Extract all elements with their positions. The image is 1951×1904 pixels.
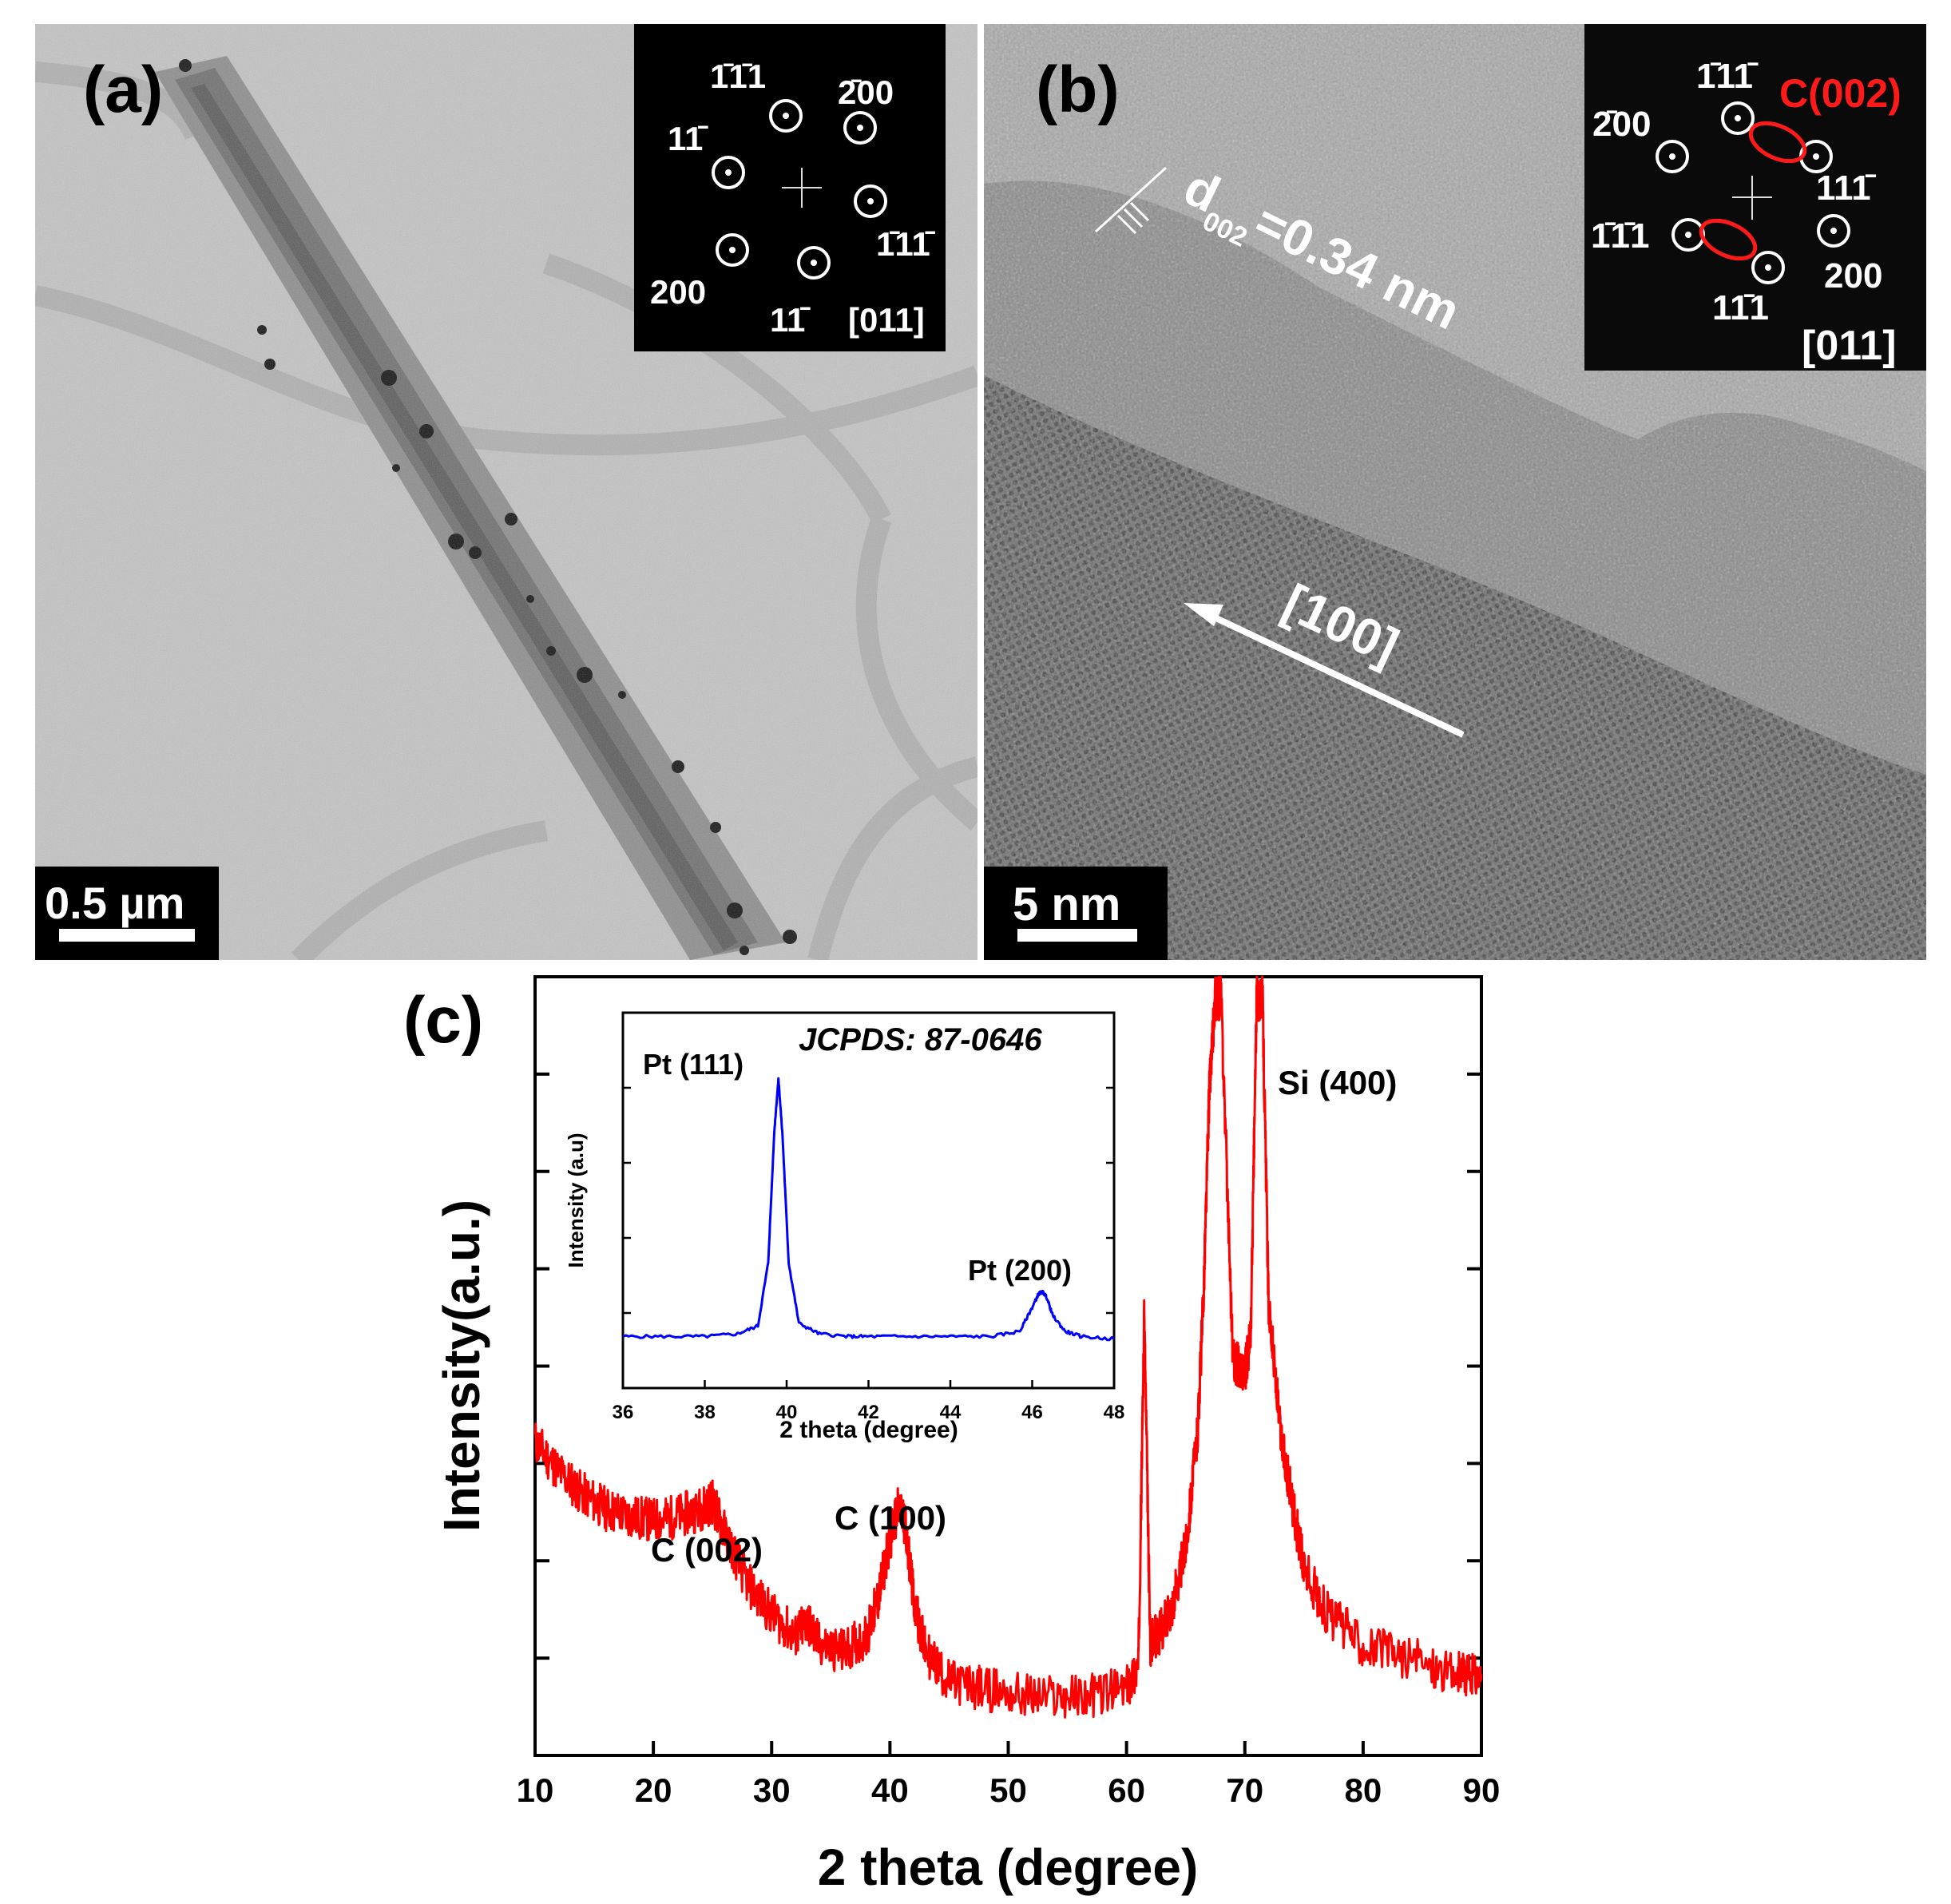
- annotation-c-100: C (100): [835, 1499, 946, 1537]
- panel-b-hrtem-image: (b) d 002 =0.34 nm [100] 5 nm: [984, 24, 1926, 960]
- x-tick-label: 36: [613, 1402, 634, 1423]
- annotation-pt-200: Pt (200): [968, 1254, 1072, 1287]
- main-x-ticks: [533, 1741, 1483, 1755]
- fft-inset-a: 1̄1̄1 2̄00 11̄ 1̄11̄ 200 11̄ [011]: [634, 24, 946, 351]
- d-spacing-marker: [1094, 166, 1168, 235]
- inset-xrd-series: [622, 1077, 1115, 1342]
- spot-label: 11̄: [668, 120, 708, 157]
- scale-bar: [59, 929, 195, 942]
- x-tick-label: 70: [1226, 1771, 1263, 1809]
- x-tick-label: 40: [871, 1771, 909, 1809]
- scale-bar-label: 5 nm: [1013, 879, 1120, 930]
- main-x-tick-labels: 10 20 30 40 50 60 70 80 90: [517, 1771, 1501, 1809]
- spot-circles: [1656, 101, 1850, 284]
- diffraction-spots: [725, 113, 874, 266]
- annotation-pt-111: Pt (111): [643, 1048, 744, 1081]
- x-tick-label: 44: [940, 1402, 962, 1423]
- spot-label: 2̄00: [1592, 105, 1651, 144]
- spot-label: 1̄11̄: [1696, 57, 1759, 96]
- panel-c-xrd-chart: (c) 10 20 30 40 50 60 70 80 90 2 theta (degree) …: [403, 975, 1501, 1896]
- carbon-002-label: C(002): [1779, 71, 1901, 116]
- fft-center-glow: [1732, 176, 1772, 220]
- fft-inset-b: 1̄11̄ C(002) 2̄00 111̄ 1̄1̄1 200 11̄1 [0…: [1584, 24, 1926, 371]
- spot-label: 2̄00: [838, 73, 894, 111]
- inset-x-tick-labels: 36 38 40 42 44 46 48: [613, 1402, 1125, 1423]
- x-tick-label: 48: [1104, 1402, 1125, 1423]
- x-tick-label: 90: [1463, 1771, 1501, 1809]
- spot-label: 11̄1: [1712, 288, 1769, 327]
- spot-label: 1̄11̄: [876, 225, 936, 263]
- carbon-002-rings: [1699, 121, 1807, 261]
- x-tick-label: 50: [989, 1771, 1027, 1809]
- x-tick-label: 46: [1021, 1402, 1043, 1423]
- x-tick-label: 30: [753, 1771, 791, 1809]
- spot-label: 200: [1824, 256, 1882, 296]
- panel-c-label: (c): [403, 984, 483, 1057]
- zone-axis-label: [011]: [848, 301, 925, 339]
- x-tick-label: 80: [1345, 1771, 1382, 1809]
- inset-x-axis-label: 2 theta (degree): [779, 1417, 958, 1443]
- scale-bar-box: [35, 867, 219, 960]
- inset-y-ticks: [623, 1086, 1114, 1315]
- annotation-si-400: Si (400): [1278, 1064, 1397, 1101]
- x-tick-label: 20: [635, 1771, 672, 1809]
- x-tick-label: 42: [858, 1402, 879, 1423]
- spot-label: 11̄: [770, 301, 811, 339]
- inset-x-ticks: [621, 1380, 1116, 1388]
- x-tick-label: 38: [694, 1402, 716, 1423]
- zone-axis-label: [011]: [1802, 323, 1897, 369]
- jcpds-label: JCPDS: 87-0646: [799, 1022, 1042, 1057]
- spot-label: 200: [650, 273, 706, 311]
- spot-circles: [712, 99, 887, 280]
- xrd-line: [622, 1077, 1115, 1342]
- main-xrd-series: [533, 975, 1483, 1719]
- scale-bar-label: 0.5 µm: [45, 878, 184, 928]
- inset-y-axis-label: Intensity (a.u): [564, 1132, 588, 1267]
- fft-center-glow: [782, 168, 822, 208]
- spot-label: 111̄: [1816, 169, 1877, 208]
- main-y-ticks: [535, 1072, 1481, 1660]
- spot-label: 1̄1̄1: [710, 58, 766, 95]
- spot-label: 1̄1̄1: [1591, 216, 1649, 256]
- x-tick-label: 40: [776, 1402, 798, 1423]
- annotation-c-002: C (002): [651, 1531, 763, 1569]
- scale-bar-box: [984, 867, 1168, 960]
- scale-bar: [1017, 929, 1137, 942]
- panel-b-label: (b): [1036, 54, 1120, 126]
- x-tick-label: 60: [1108, 1771, 1145, 1809]
- main-y-axis-label: Intensity(a.u.): [433, 1200, 490, 1532]
- diffraction-spots: [1669, 115, 1837, 271]
- main-x-axis-label: 2 theta (degree): [818, 1839, 1199, 1896]
- xrd-line: [533, 975, 1483, 1719]
- x-tick-label: 10: [517, 1771, 554, 1809]
- panel-a-label: (a): [83, 54, 163, 126]
- direction-arrow: [1184, 603, 1465, 738]
- panel-a-tem-image: (a) 0.5 µm 1̄1̄1 2̄00 11̄ 1̄11̄ 200 11̄ …: [35, 24, 977, 960]
